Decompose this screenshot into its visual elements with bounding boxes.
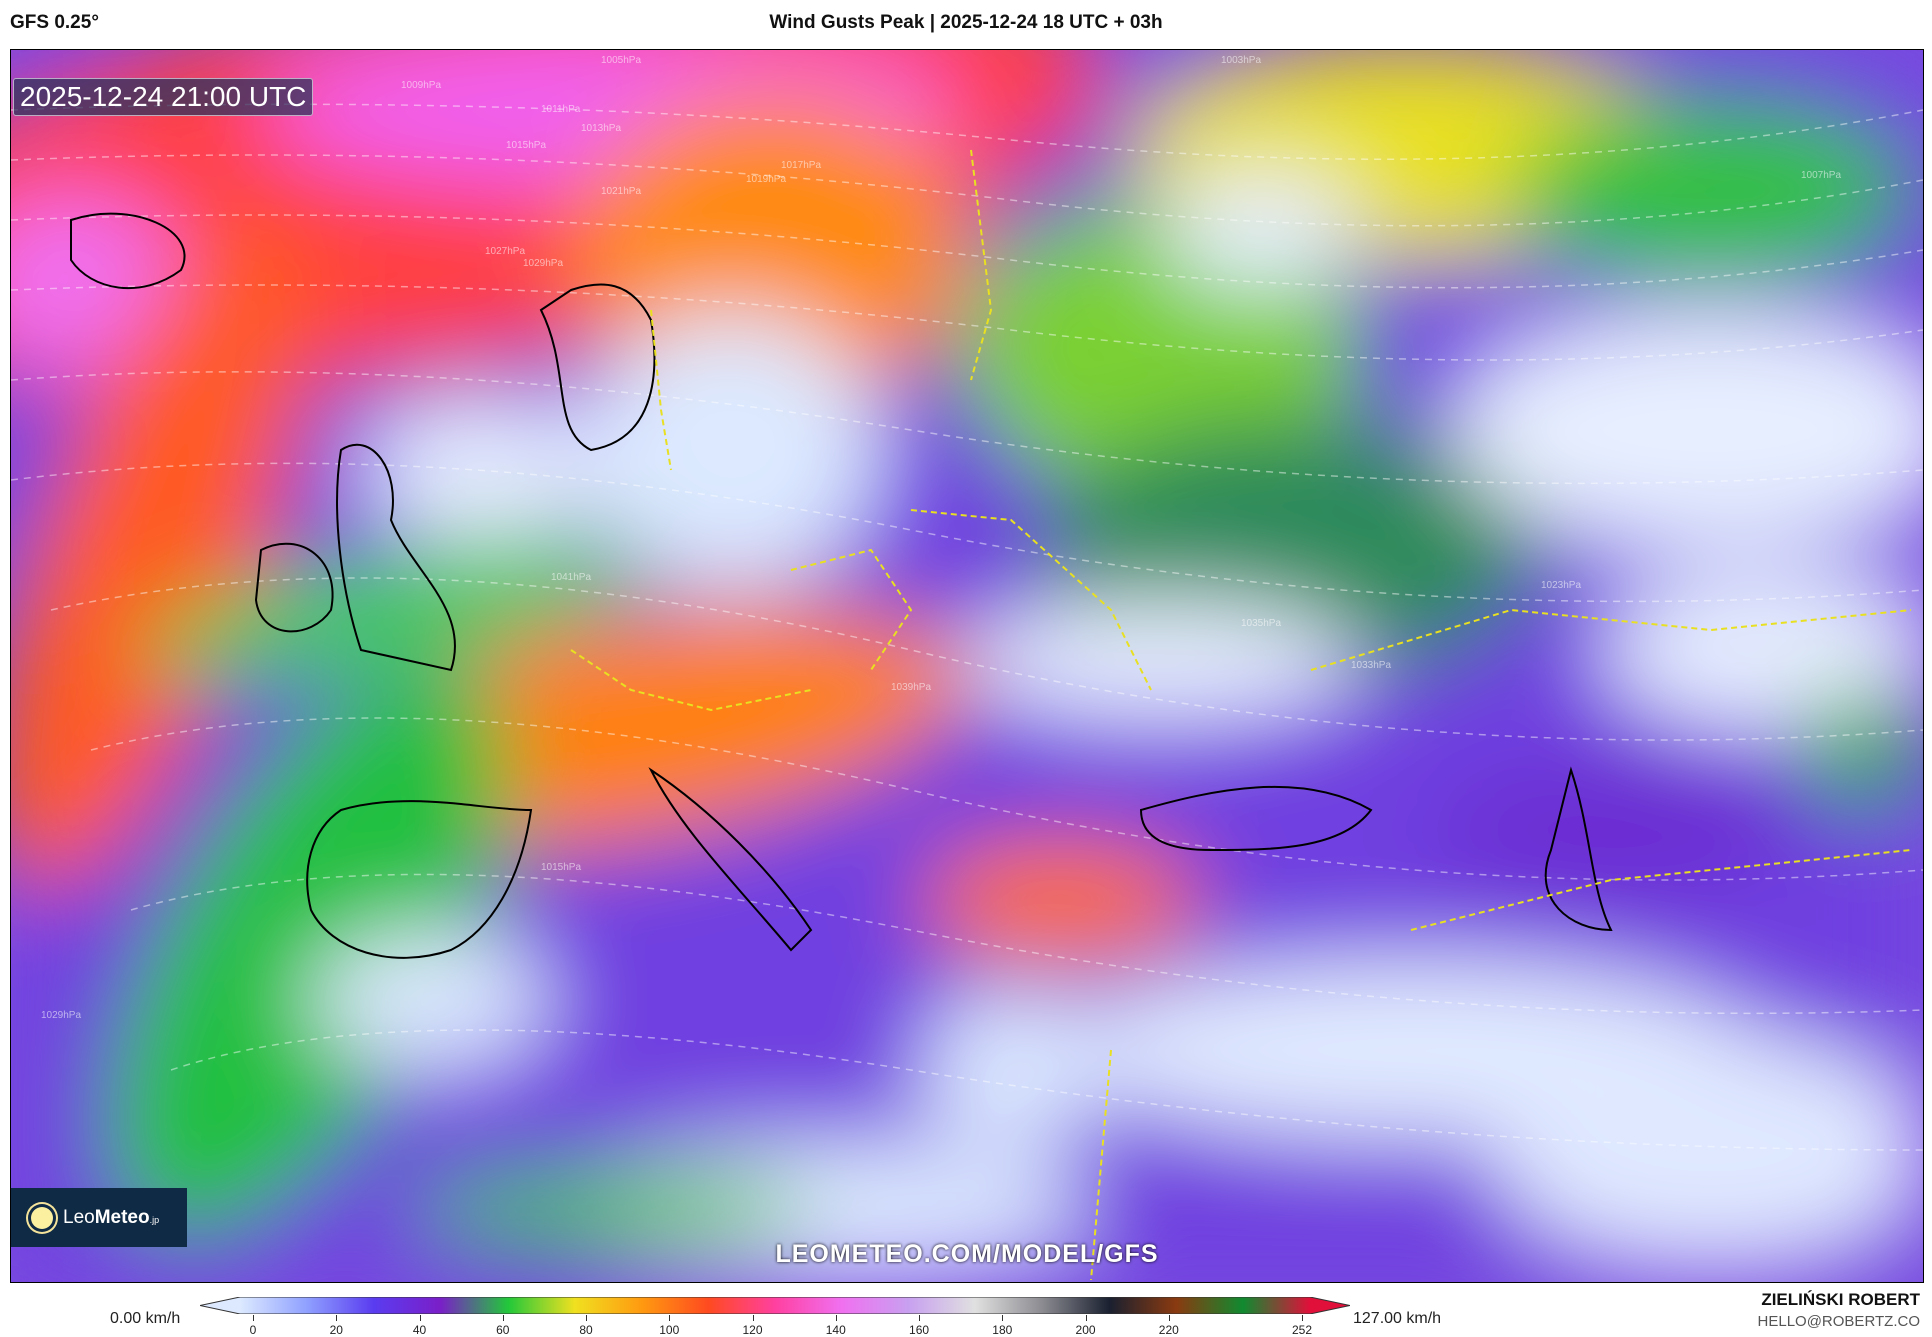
isobar-label: 1015hPa (506, 140, 547, 151)
isobar-label: 1003hPa (1221, 55, 1262, 66)
colorbar-tick-label: 220 (1158, 1323, 1179, 1337)
colorbar-tick-label: 40 (412, 1323, 427, 1337)
isobar-label: 1015hPa (541, 862, 582, 873)
colorbar-gradient (200, 1297, 1350, 1314)
isobar-label: 1041hPa (551, 572, 592, 583)
isobar-label: 1021hPa (601, 186, 642, 197)
isobar-label: 1011hPa (541, 104, 581, 115)
leometeo-logo[interactable]: LeoMeteo.jp (11, 1188, 187, 1247)
isobar-label: 1017hPa (781, 160, 822, 171)
colorbar-tick (919, 1315, 921, 1321)
isobar-label: 1023hPa (1541, 580, 1582, 591)
colorbar-tick (669, 1315, 671, 1321)
colorbar-tick (1085, 1315, 1087, 1321)
colorbar-tick-label: 160 (909, 1323, 930, 1337)
colorbar-tick-label: 180 (992, 1323, 1013, 1337)
map-title: Wind Gusts Peak | 2025-12-24 18 UTC + 03… (769, 12, 1163, 33)
isobar-label: 1019hPa (746, 174, 787, 185)
colorbar-tick-label: 100 (659, 1323, 680, 1337)
colorbar-tick-label: 20 (329, 1323, 343, 1337)
colorbar-tick (835, 1315, 837, 1321)
colorbar-max-label: 127.00 km/h (1353, 1310, 1442, 1327)
isobar-label: 1039hPa (891, 682, 932, 693)
colorbar-tick (1302, 1315, 1303, 1321)
coastlines (70, 212, 1613, 959)
colorbar-tick-label: 252 (1291, 1323, 1313, 1337)
colorbar-tick-label: 140 (825, 1323, 846, 1337)
wind-gust-map[interactable]: 1003hPa 1005hPa 1009hPa 1011hPa 1013hPa … (10, 49, 1924, 1283)
colorbar-tick (253, 1315, 254, 1321)
isobar-label: 1005hPa (601, 55, 642, 66)
author-email: HELLO@ROBERTZ.CO (1757, 1313, 1920, 1330)
valid-time-stamp: 2025-12-24 21:00 UTC (13, 78, 314, 116)
logo-text: LeoMeteo.jp (63, 1206, 160, 1228)
colorbar-min-label: 0.00 km/h (110, 1310, 181, 1327)
author-name: ZIELIŃSKI ROBERT (1761, 1290, 1920, 1309)
isobar-label: 1033hPa (1351, 660, 1392, 671)
sun-icon (31, 1206, 53, 1229)
isobar-label: 1029hPa (41, 1010, 82, 1021)
colorbar (200, 1297, 1350, 1314)
source-url: LEOMETEO.COM/MODEL/GFS (775, 1240, 1159, 1268)
colorbar-tick (752, 1315, 754, 1321)
isobar-label: 1007hPa (1801, 170, 1842, 181)
isobar-label: 1035hPa (1241, 618, 1282, 629)
map-field (11, 50, 1923, 1282)
colorbar-tick (1002, 1315, 1004, 1321)
colorbar-tick (502, 1315, 504, 1321)
colorbar-tick-label: 120 (742, 1323, 763, 1337)
colorbar-tick-label: 80 (579, 1323, 593, 1337)
colorbar-tick (1168, 1315, 1170, 1321)
colorbar-tick-label: 60 (496, 1323, 510, 1337)
isobar-label: 1029hPa (523, 258, 564, 269)
isobar-label: 1009hPa (401, 80, 442, 91)
isobar-label: 1013hPa (581, 123, 622, 134)
colorbar-tick (586, 1315, 588, 1321)
colorbar-tick (336, 1315, 338, 1321)
colorbar-tick (419, 1315, 421, 1321)
colorbar-tick-label: 0 (249, 1323, 257, 1337)
model-label: GFS 0.25° (10, 12, 99, 33)
colorbar-tick-label: 200 (1075, 1323, 1096, 1337)
isobar-label: 1027hPa (485, 246, 526, 257)
borders (570, 149, 1912, 1281)
